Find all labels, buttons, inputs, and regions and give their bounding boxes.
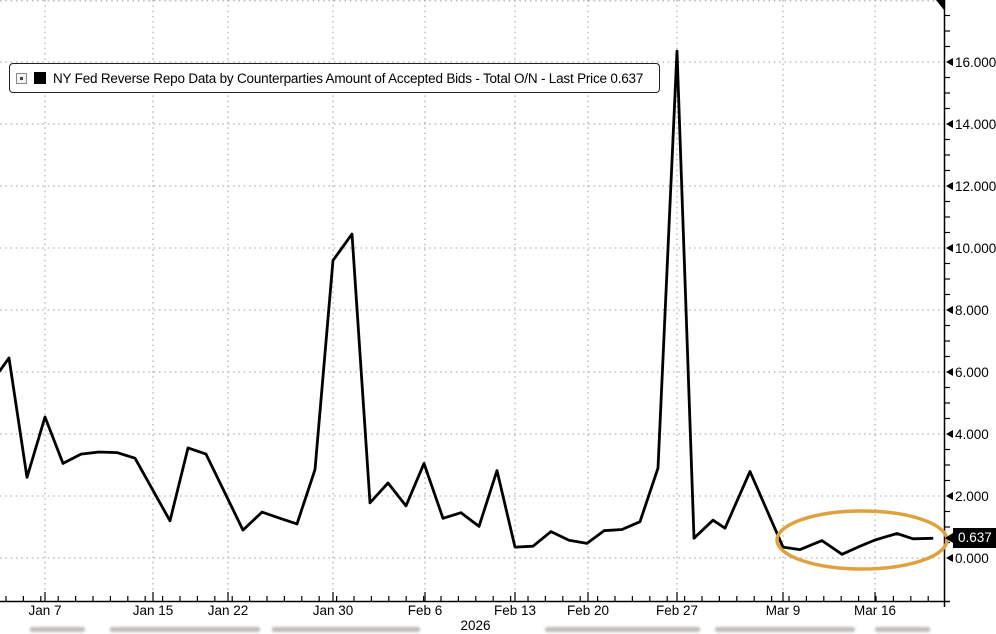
axis-top-flag	[936, 0, 944, 10]
blurred-footnote	[30, 627, 85, 632]
y-tick-text: 16.000	[955, 54, 996, 70]
y-tick-text: 2.000	[955, 488, 989, 504]
y-tick-text: 0.000	[955, 550, 989, 566]
y-tick-arrow-icon	[946, 120, 953, 128]
x-tick-label: Mar 16	[853, 603, 897, 618]
y-tick-text: 4.000	[955, 426, 989, 442]
y-tick-arrow-icon	[946, 368, 953, 376]
blurred-footnote	[545, 627, 700, 632]
y-tick-arrow-icon	[946, 58, 953, 66]
x-tick-label: Mar 9	[765, 603, 801, 618]
y-tick-arrow-icon	[946, 430, 953, 438]
x-tick-label: Jan 30	[312, 603, 354, 618]
highlight-ellipse-annotation	[775, 509, 949, 571]
y-tick-text: 14.000	[955, 116, 996, 132]
y-tick-label: 16.000	[946, 54, 996, 70]
blurred-footnote	[272, 627, 420, 632]
y-tick-label: 10.000	[946, 240, 996, 256]
series-color-swatch	[34, 72, 46, 84]
x-tick-label: Feb 20	[566, 603, 610, 618]
x-axis-year-label: 2026	[460, 618, 491, 633]
legend-expander-icon[interactable]	[16, 72, 27, 84]
x-tick-label: Feb 27	[655, 603, 699, 618]
last-price-badge: 0.637	[945, 528, 996, 548]
y-tick-text: 6.000	[955, 364, 989, 380]
y-tick-label: 0.000	[946, 550, 989, 566]
legend-label: NY Fed Reverse Repo Data by Counterparti…	[53, 70, 644, 86]
y-tick-text: 12.000	[955, 178, 996, 194]
y-tick-label: 2.000	[946, 488, 989, 504]
repo-series-line	[0, 49, 934, 556]
x-tick-label: Jan 22	[207, 603, 249, 618]
y-tick-label: 12.000	[946, 178, 996, 194]
x-tick-label: Jan 7	[28, 603, 62, 618]
y-tick-arrow-icon	[946, 554, 953, 562]
blurred-footnote	[875, 627, 930, 632]
y-tick-arrow-icon	[946, 306, 953, 314]
y-tick-arrow-icon	[946, 492, 953, 500]
legend-expander-dot	[20, 76, 23, 80]
legend-box[interactable]: NY Fed Reverse Repo Data by Counterparti…	[9, 63, 660, 93]
y-tick-label: 4.000	[946, 426, 989, 442]
y-tick-arrow-icon	[946, 244, 953, 252]
y-tick-text: 10.000	[955, 240, 996, 256]
x-tick-label: Jan 15	[132, 603, 174, 618]
y-tick-label: 14.000	[946, 116, 996, 132]
y-tick-label: 8.000	[946, 302, 989, 318]
y-tick-arrow-icon	[946, 182, 953, 190]
blurred-footnote	[715, 627, 855, 632]
blurred-footnote	[110, 627, 260, 632]
x-tick-label: Feb 6	[407, 603, 443, 618]
y-tick-label: 6.000	[946, 364, 989, 380]
y-tick-text: 8.000	[955, 302, 989, 318]
x-tick-label: Feb 13	[493, 603, 537, 618]
